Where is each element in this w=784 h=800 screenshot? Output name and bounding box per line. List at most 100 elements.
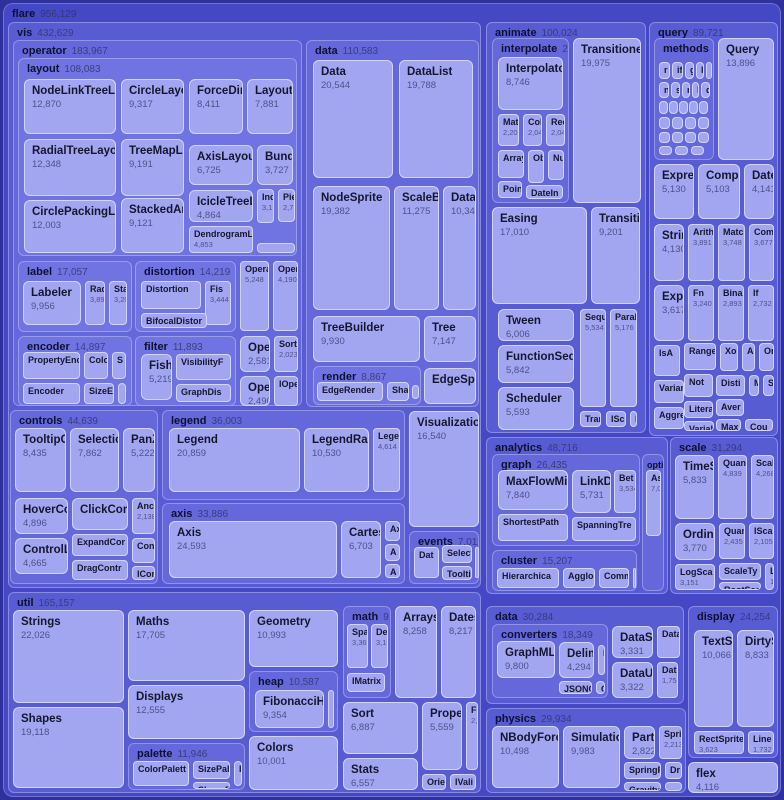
cell-sizepal[interactable]: SizePal [193, 761, 230, 779]
cell-aggre[interactable]: Aggre [654, 407, 684, 429]
cell-datasp[interactable]: DataSp 10,349 [443, 186, 476, 310]
cell-l[interactable]: l [696, 62, 704, 79]
cell-de[interactable]: De3,165 [371, 624, 388, 668]
cell-toolti[interactable]: Toolti [442, 566, 472, 580]
cell-fil[interactable]: Fil2,324 [466, 702, 478, 770]
cell-cartesia[interactable]: Cartesia 6,703 [341, 521, 381, 578]
cell-ivali[interactable]: IVali [450, 774, 476, 790]
cell-comm[interactable]: Comm [599, 568, 629, 588]
cell-cell[interactable] [412, 385, 419, 399]
cell-arith[interactable]: Arith 3,891 [688, 224, 714, 281]
cell-cell[interactable] [659, 146, 672, 155]
cell-express[interactable]: Express 5,130 [654, 164, 694, 219]
cell-fibonaccihea[interactable]: FibonacciHea 9,354 [255, 690, 324, 728]
cell-s[interactable]: s [671, 82, 680, 98]
cell-cell[interactable] [665, 782, 682, 791]
cell-jsonc[interactable]: JSONC [559, 681, 592, 694]
cell-xo[interactable]: Xo [720, 343, 738, 371]
cell-scalety[interactable]: ScaleTy [719, 563, 761, 580]
cell-opera[interactable]: Opera 5,248 [240, 261, 269, 331]
cell-scheduler[interactable]: Scheduler 5,593 [498, 387, 574, 430]
cell-literal[interactable]: Literal [684, 401, 713, 418]
cell-property[interactable]: Property 5,559 [422, 702, 462, 770]
cell-sha[interactable]: Sha [387, 382, 409, 401]
cell-edgesprite[interactable]: EdgeSprite [424, 368, 476, 404]
cell-g[interactable]: g [706, 62, 712, 79]
cell-cell[interactable] [698, 132, 709, 143]
cell-isa[interactable]: IsA [654, 345, 680, 376]
cell-ob[interactable]: Ob [528, 150, 544, 183]
cell-nu[interactable]: Nu [548, 150, 564, 180]
cell-isch[interactable]: ISch [606, 411, 626, 427]
cell-line[interactable]: Line 1,732 [748, 731, 774, 754]
cell-nodelinktreelayo[interactable]: NodeLinkTreeLayo 12,870 [24, 79, 116, 134]
cell-fis[interactable]: Fis 3,444 [205, 281, 231, 325]
cell-matc[interactable]: Matc 3,748 [718, 224, 745, 281]
cell-colore[interactable]: ColorE [84, 352, 108, 379]
cell-colors[interactable]: Colors 10,001 [249, 736, 338, 790]
cell-dat[interactable]: Dat [414, 547, 439, 578]
cell-simulation[interactable]: Simulation 9,983 [563, 726, 620, 788]
cell-ax[interactable]: Ax [385, 521, 400, 541]
cell-hovercontr[interactable]: HoverContr 4,896 [15, 498, 68, 534]
cell-operat[interactable]: Operat 2,581 [240, 336, 270, 372]
cell-maths[interactable]: Maths 17,705 [128, 610, 245, 681]
cell-sort[interactable]: Sort 2,023 [274, 336, 298, 372]
cell-g[interactable]: g [685, 62, 694, 79]
cell-operat[interactable]: Operat 2,490 [240, 376, 270, 406]
cell-point[interactable]: Point [498, 181, 522, 198]
cell-cell[interactable] [669, 101, 678, 114]
cell-encoder[interactable]: Encoder [23, 383, 80, 404]
cell-scalebindin[interactable]: ScaleBindin 11,275 [394, 186, 439, 310]
cell-layout[interactable]: Layout 7,881 [247, 79, 293, 134]
cell-hierarchica[interactable]: Hierarchica [497, 568, 559, 588]
cell-datas[interactable]: DataS [657, 626, 680, 658]
cell-edgerender[interactable]: EdgeRender [317, 382, 383, 401]
cell-con[interactable]: Con [132, 538, 155, 563]
cell-panzo[interactable]: PanZo 5,222 [123, 428, 155, 492]
cell-stackedareal[interactable]: StackedAreaL 9,121 [121, 198, 184, 253]
cell-not[interactable]: Not [684, 374, 713, 397]
cell-compar[interactable]: Compar 5,103 [698, 164, 740, 219]
cell-aver[interactable]: Aver [716, 399, 744, 416]
cell-visualization[interactable]: Visualization 16,540 [409, 411, 479, 527]
cell-cell[interactable] [659, 132, 670, 143]
cell-expandcor[interactable]: ExpandCor [72, 534, 128, 556]
cell-datauti[interactable]: DataUti 3,322 [612, 662, 653, 698]
cell-delimi[interactable]: Delimi 4,294 [559, 642, 594, 678]
cell-displays[interactable]: Displays 12,555 [128, 685, 245, 739]
cell-interpolator[interactable]: Interpolator 8,746 [498, 57, 563, 110]
cell-m[interactable]: M [749, 375, 759, 396]
cell-bundled[interactable]: Bundled 3,727 [257, 145, 293, 185]
cell-colorpalett[interactable]: ColorPalett [133, 761, 189, 786]
cell-logsca[interactable]: LogSca 3,151 [675, 564, 715, 590]
cell-array[interactable]: Array [498, 150, 524, 178]
cell-datalist[interactable]: DataList 19,788 [399, 60, 473, 178]
cell-variab[interactable]: Variab [684, 421, 714, 431]
cell-legend[interactable]: Legend 20,859 [169, 428, 300, 492]
cell-dataso[interactable]: DataSo 3,331 [612, 626, 653, 658]
cell-functionsequer[interactable]: FunctionSequer 5,842 [498, 345, 574, 383]
cell-tran[interactable]: Tran [580, 411, 601, 427]
cell-axis[interactable]: Axis 24,593 [169, 521, 337, 578]
cell-agglo[interactable]: Agglo [563, 568, 595, 588]
cell-quan[interactable]: Quan 2,435 [719, 523, 745, 559]
cell-strings[interactable]: Strings 22,026 [13, 610, 124, 703]
cell-varian[interactable]: Varian [654, 380, 684, 403]
cell-arrays[interactable]: Arrays 8,258 [395, 606, 437, 698]
cell-transition[interactable]: Transition 9,201 [591, 207, 640, 304]
cell-sizeen[interactable]: SizeEn [84, 383, 114, 404]
cell-controllist[interactable]: ControlList 4,665 [15, 538, 68, 574]
cell-li[interactable]: Li1,316 [765, 563, 774, 590]
cell-select[interactable]: Select [442, 545, 472, 563]
cell-maxflowminc[interactable]: MaxFlowMinC 7,840 [498, 470, 568, 510]
cell-graphmlc[interactable]: GraphMLC 9,800 [497, 641, 555, 678]
cell-orier[interactable]: Orier [422, 774, 446, 790]
cell-scale[interactable]: Scale4,268 [751, 455, 774, 519]
cell-data[interactable]: Data 20,544 [313, 60, 393, 178]
cell-circlelayout[interactable]: CircleLayout 9,317 [121, 79, 184, 134]
cell-dr[interactable]: Dr [665, 762, 682, 779]
